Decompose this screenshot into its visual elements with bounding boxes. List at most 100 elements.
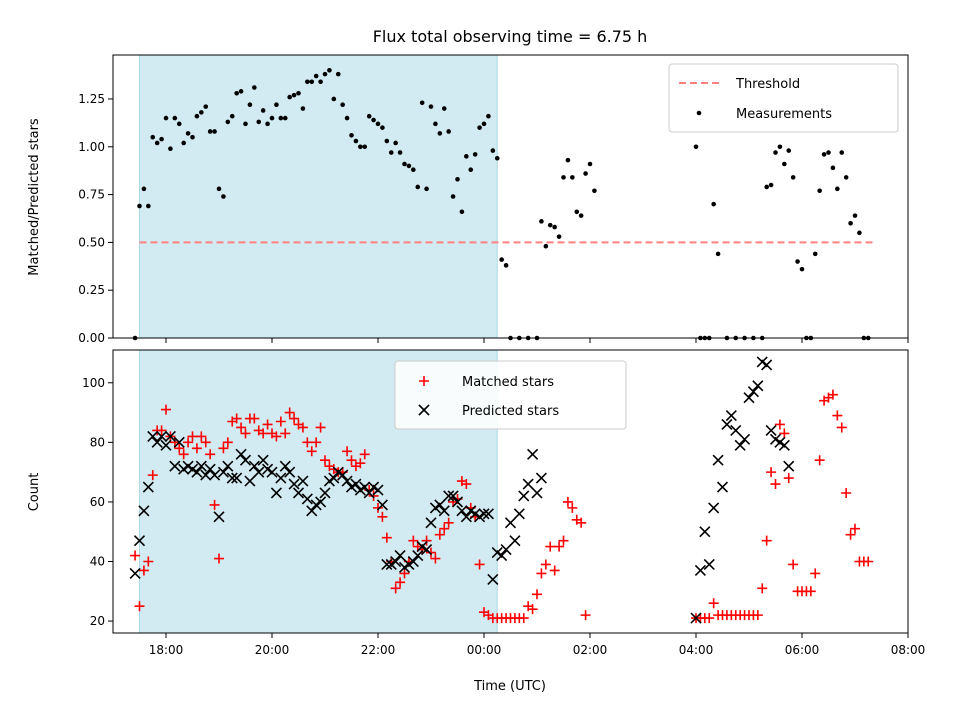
measurement-point xyxy=(459,209,465,215)
top-axes-frame xyxy=(112,54,909,339)
matched-stars-point xyxy=(832,410,843,421)
measurement-point xyxy=(137,203,142,209)
predicted-stars-point xyxy=(191,466,203,478)
matched-stars-point xyxy=(580,610,591,621)
predicted-stars-point xyxy=(390,555,402,568)
matched-stars-point xyxy=(196,431,207,442)
measurement-point xyxy=(693,144,699,150)
measurement-point xyxy=(203,104,209,109)
predicted-stars-point xyxy=(284,466,296,478)
measurement-point xyxy=(168,146,173,151)
measurement-point xyxy=(265,121,270,127)
predicted-stars-point xyxy=(778,439,790,451)
matched-stars-point xyxy=(836,422,847,433)
predicted-stars-point xyxy=(518,490,530,502)
measurement-point xyxy=(821,152,827,157)
bottom-legend-box xyxy=(394,360,627,430)
top-y-tick-label: 1.25 xyxy=(78,92,105,106)
top-y-tick-label: 0.25 xyxy=(78,283,105,297)
bottom-x-tick-label: 02:00 xyxy=(573,643,608,657)
measurement-point xyxy=(715,251,721,257)
matched-stars-point xyxy=(532,589,542,600)
predicted-stars-point xyxy=(363,487,375,499)
measurement-point xyxy=(335,71,341,77)
measurement-point xyxy=(817,188,822,194)
measurement-point xyxy=(141,186,147,192)
predicted-stars-point xyxy=(739,433,751,445)
measurement-point xyxy=(331,96,337,102)
matched-stars-point xyxy=(567,502,578,513)
bottom-y-tick-label: 40 xyxy=(90,555,105,569)
matched-stars-point xyxy=(766,467,777,478)
bottom-y-tick-label: 80 xyxy=(90,435,105,449)
predicted-stars-point xyxy=(209,469,221,481)
predicted-stars-point xyxy=(747,386,759,398)
matched-stars-point xyxy=(408,535,419,546)
measurement-point xyxy=(322,71,328,77)
measurement-point xyxy=(269,115,275,121)
measurement-point xyxy=(587,161,593,167)
predicted-stars-point xyxy=(438,505,450,517)
measurement-point xyxy=(857,230,862,236)
matched-stars-point xyxy=(757,583,768,594)
measurement-point xyxy=(424,186,429,192)
predicted-stars-point xyxy=(412,549,424,562)
predicted-stars-point xyxy=(173,436,185,448)
predicted-stars-point xyxy=(297,475,309,487)
measurement-point xyxy=(221,194,226,199)
legend-threshold-label: Threshold xyxy=(735,77,800,92)
predicted-stars-point xyxy=(522,478,534,490)
legend-matched-stars-swatch xyxy=(419,376,429,386)
matched-stars-point xyxy=(518,613,529,624)
predicted-stars-point xyxy=(531,487,543,499)
measurement-point xyxy=(238,89,244,94)
matched-stars-point xyxy=(174,443,185,454)
measurement-point xyxy=(411,167,416,173)
matched-stars-point xyxy=(421,535,432,546)
measurement-point xyxy=(358,144,363,150)
measurement-point xyxy=(799,266,805,272)
measurement-point xyxy=(146,203,151,209)
predicted-stars-point xyxy=(527,448,539,460)
measurement-point xyxy=(773,150,778,155)
matched-stars-point xyxy=(236,422,247,433)
predicted-stars-point xyxy=(425,517,437,529)
measurement-point xyxy=(826,150,831,155)
measurement-point xyxy=(843,175,849,180)
measurement-point xyxy=(327,67,332,73)
predicted-stars-point xyxy=(456,505,468,517)
matched-stars-point xyxy=(814,455,825,466)
measurement-point xyxy=(499,257,504,262)
measurement-point xyxy=(362,144,368,150)
measurement-point xyxy=(278,115,284,121)
predicted-stars-point xyxy=(217,466,229,478)
top-legend: Threshold Measurements xyxy=(668,63,899,133)
measurement-point xyxy=(388,150,394,155)
measurement-point xyxy=(777,144,783,150)
predicted-stars-point xyxy=(487,573,499,585)
predicted-stars-point xyxy=(341,475,353,487)
matched-stars-point xyxy=(311,437,322,448)
measurement-point xyxy=(287,94,292,100)
matched-stars-point xyxy=(222,437,233,448)
predicted-stars-point xyxy=(451,496,464,508)
measurement-point xyxy=(371,117,376,123)
matched-stars-point xyxy=(426,547,436,558)
bottom-y-axis-label: Count xyxy=(27,473,42,512)
predicted-stars-point xyxy=(504,517,517,529)
measurement-point xyxy=(384,138,390,144)
bottom-axes-frame xyxy=(112,349,909,634)
predicted-stars-point xyxy=(328,472,340,484)
measurement-point xyxy=(313,73,319,79)
matched-stars-point xyxy=(147,470,158,481)
measurement-point xyxy=(768,182,774,188)
matched-stars-point xyxy=(704,613,715,624)
matched-stars-point xyxy=(271,431,282,442)
matched-stars-point xyxy=(205,449,216,460)
matched-stars-point xyxy=(770,479,781,490)
predicted-stars-point xyxy=(721,418,733,431)
predicted-stars-point xyxy=(213,511,225,523)
matched-stars-point xyxy=(200,437,211,448)
matched-stars-point xyxy=(258,428,269,439)
predicted-stars-point xyxy=(509,535,521,547)
